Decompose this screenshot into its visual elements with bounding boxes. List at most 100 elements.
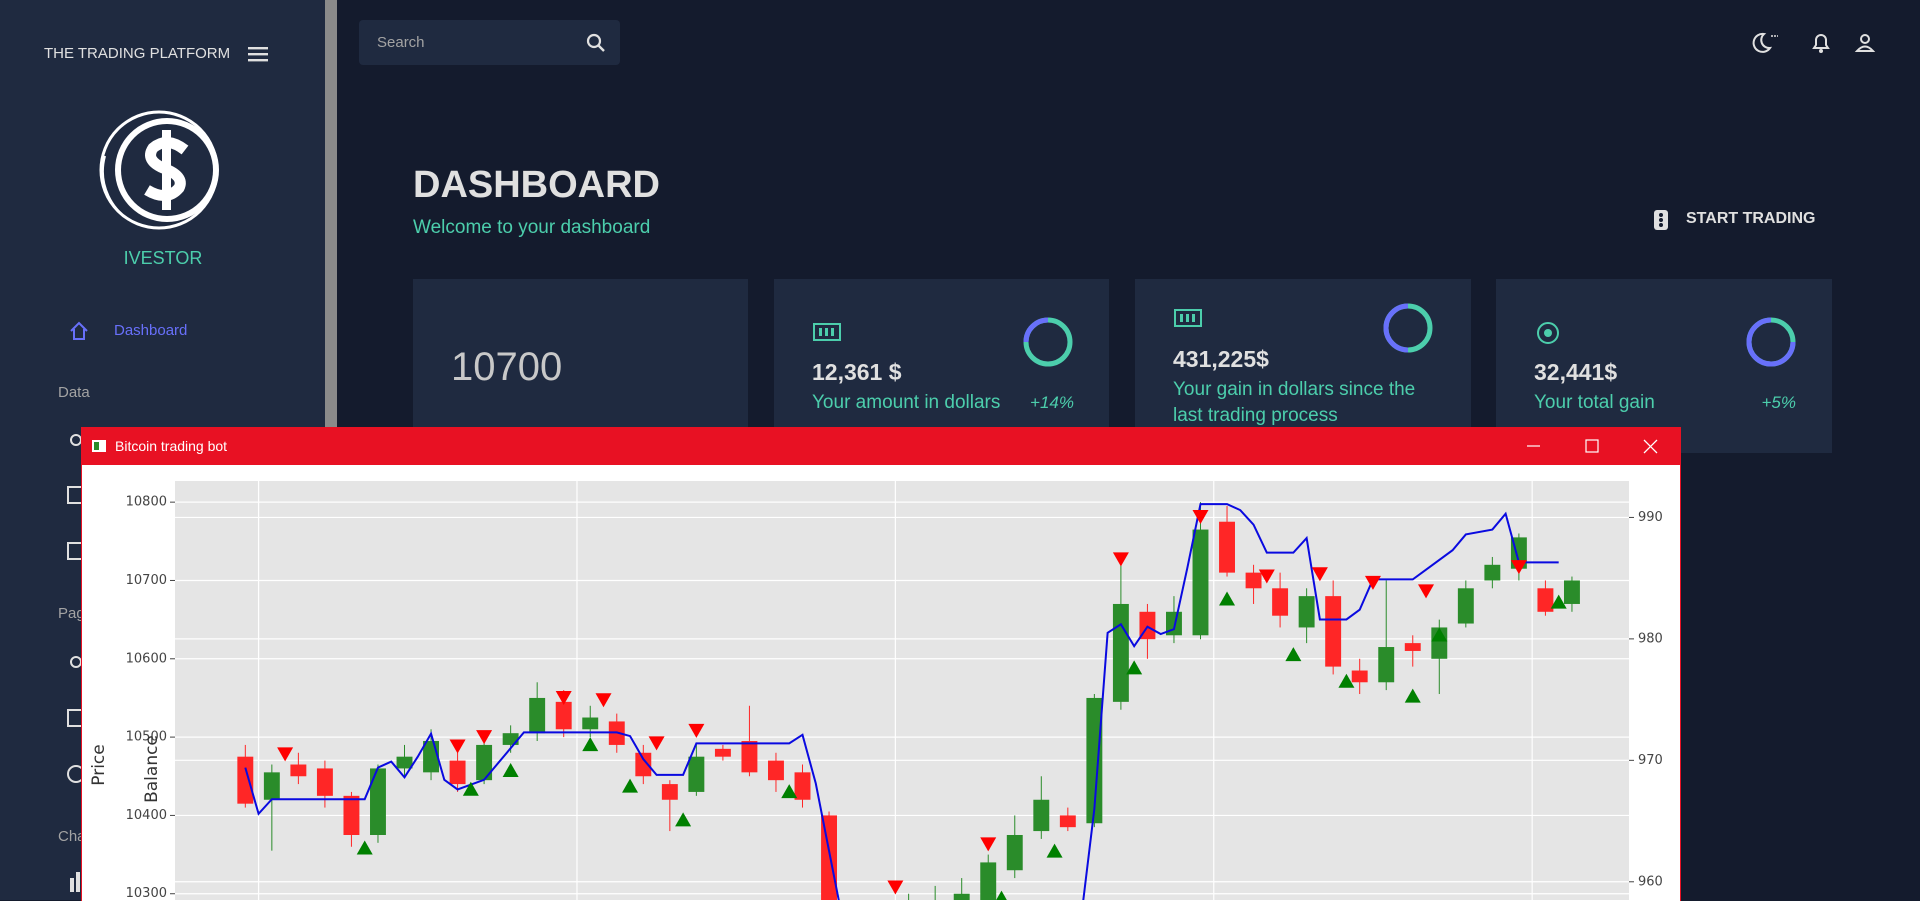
sell-marker [887, 880, 904, 895]
sell-marker [476, 730, 493, 745]
candle-body [768, 760, 784, 781]
profile-icon[interactable] [1853, 31, 1877, 55]
candle-body [661, 784, 678, 800]
buy-marker [1550, 594, 1567, 609]
y2-tick-label: 990 [1638, 510, 1663, 525]
candle-body [1457, 588, 1474, 624]
window-titlebar [81, 427, 1681, 465]
candle-body [316, 768, 333, 796]
trading-icon[interactable] [1650, 208, 1672, 232]
candle-body [1404, 643, 1421, 651]
candle-body [1166, 611, 1182, 636]
buy-marker [1404, 688, 1421, 703]
card-icon [813, 323, 841, 341]
brand: THE TRADING PLATFORM [44, 45, 231, 62]
candle-body [1484, 564, 1501, 581]
buy-marker [1219, 591, 1236, 606]
card-icon [1537, 322, 1559, 344]
buy-marker [996, 890, 1007, 900]
y-tick-label: 10700 [126, 573, 167, 588]
candle-body [980, 862, 997, 900]
window-icon [92, 440, 106, 452]
buy-marker [1046, 843, 1063, 858]
candle-body [582, 717, 599, 730]
buy-marker [781, 784, 798, 799]
stat-label: Your amount in dollars [812, 392, 1001, 413]
candle-body [1219, 521, 1235, 573]
buy-marker [622, 778, 639, 793]
stat-value: 10700 [451, 345, 563, 389]
sell-marker [555, 690, 572, 705]
window-controls[interactable] [1520, 433, 1670, 459]
candle-body [1112, 603, 1129, 702]
buy-marker [675, 812, 692, 827]
y-axis-label: Price [89, 744, 109, 785]
y-tick-label: 10500 [126, 730, 167, 745]
sell-marker [277, 747, 294, 762]
buy-marker [356, 840, 373, 855]
candle-body [1378, 647, 1395, 683]
search-icon[interactable] [585, 32, 607, 54]
menu-button[interactable] [246, 44, 270, 64]
nav-icons [67, 434, 84, 892]
stat-label: Your total gain [1534, 392, 1655, 413]
candle-body [1272, 588, 1289, 616]
candle-body [1059, 815, 1076, 828]
plot-background [175, 481, 1629, 900]
sell-marker [449, 739, 466, 754]
progress-ring [1746, 317, 1796, 367]
nav-section: Data [58, 384, 90, 401]
stat-value: 431,225$ [1173, 346, 1269, 372]
stat-card [413, 279, 748, 453]
y-tick-label: 10600 [126, 651, 167, 666]
candle-body [1537, 588, 1554, 612]
stat-card [774, 279, 1109, 453]
stat-label: last trading process [1173, 405, 1338, 426]
y-tick-label: 10300 [126, 886, 167, 900]
y-tick-label: 10800 [126, 495, 167, 510]
candle-body [1351, 670, 1368, 683]
y-tick-label: 10400 [126, 808, 167, 823]
user-name: IVESTOR [123, 248, 203, 268]
y2-tick-label: 960 [1638, 874, 1663, 889]
candle-body [1006, 834, 1023, 871]
candle-body [370, 768, 386, 835]
nav-dashboard[interactable]: Dashboard [114, 322, 188, 339]
progress-ring [1383, 303, 1433, 353]
window-title: Bitcoin trading bot [115, 438, 228, 454]
theme-toggle[interactable] [1748, 30, 1778, 56]
buy-marker [1431, 627, 1448, 642]
candle-body [714, 748, 731, 757]
candle-body [953, 893, 970, 900]
search-placeholder[interactable]: Search [377, 34, 425, 51]
buy-marker [1338, 673, 1355, 688]
trading-chart: 10300 10400 10500 10600 10700 10800 960 970 980 9… [89, 481, 1663, 900]
candle-body [635, 752, 652, 777]
candle-body [794, 772, 811, 800]
sell-marker [1112, 552, 1129, 567]
candle-body [449, 760, 466, 785]
candle-body [290, 764, 307, 777]
start-trading-button[interactable]: START TRADING [1686, 210, 1816, 227]
candle-body [741, 741, 758, 773]
buy-marker [1285, 647, 1302, 662]
search-box[interactable] [359, 20, 620, 65]
sell-marker [1258, 569, 1275, 584]
candle-body [1298, 596, 1315, 628]
sell-marker [688, 723, 705, 738]
candle-body [1192, 529, 1209, 636]
candle-body [1245, 572, 1262, 589]
candle-body [529, 697, 546, 734]
notifications-icon[interactable] [1809, 31, 1833, 55]
home-icon[interactable] [68, 320, 90, 342]
candle-body [343, 795, 360, 835]
candle-body [1086, 697, 1103, 824]
sell-marker [1364, 575, 1381, 590]
candle-body [263, 772, 280, 800]
stat-label: Your gain in dollars since the [1173, 379, 1416, 400]
candle-body [1563, 580, 1580, 604]
sell-marker [648, 736, 665, 751]
candle-body [237, 756, 254, 804]
balance-line [244, 503, 1559, 900]
